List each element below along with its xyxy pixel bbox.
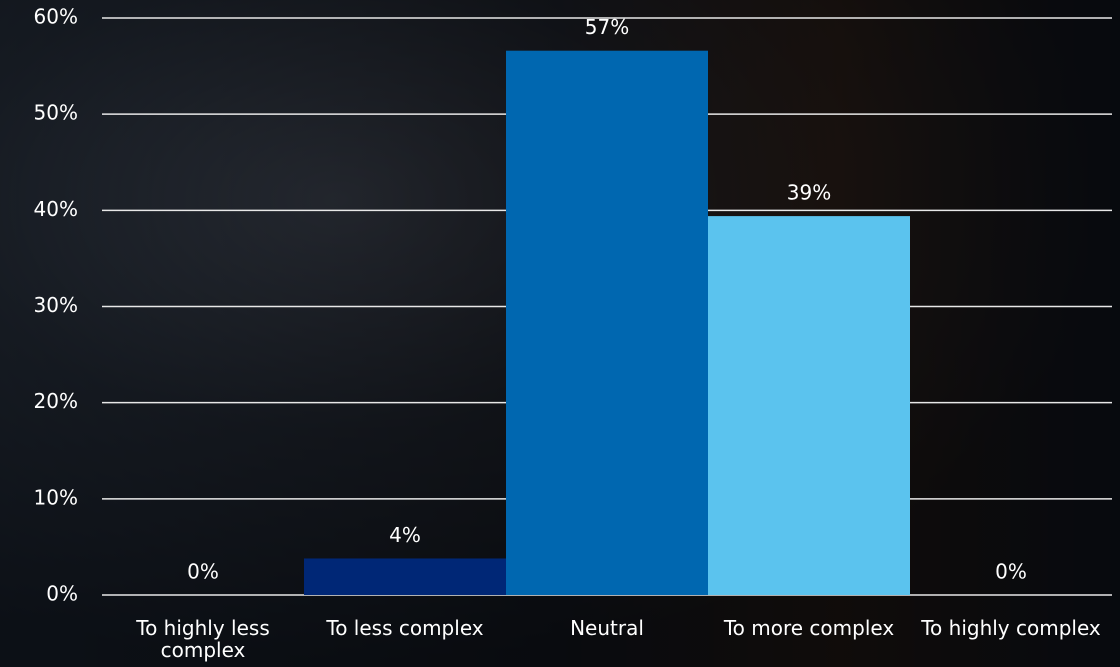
x-tick-label: To more complex bbox=[723, 616, 895, 640]
y-tick-label: 60% bbox=[34, 5, 78, 29]
y-tick-label: 20% bbox=[34, 389, 78, 413]
x-tick-label: To less complex bbox=[326, 616, 484, 640]
bar bbox=[708, 216, 910, 595]
y-tick-label: 30% bbox=[34, 293, 78, 317]
bar bbox=[304, 558, 506, 595]
data-label: 0% bbox=[187, 560, 219, 584]
data-label: 39% bbox=[787, 181, 831, 205]
x-tick-label: Neutral bbox=[570, 616, 644, 640]
y-tick-label: 50% bbox=[34, 101, 78, 125]
y-tick-label: 40% bbox=[34, 197, 78, 221]
data-label: 0% bbox=[995, 560, 1027, 584]
bar bbox=[506, 50, 708, 596]
data-label: 57% bbox=[585, 15, 629, 39]
y-tick-label: 10% bbox=[34, 485, 78, 509]
data-label: 4% bbox=[389, 523, 421, 547]
x-tick-label: To highly less complex bbox=[136, 616, 270, 662]
x-tick-label: To highly complex bbox=[921, 616, 1101, 640]
y-tick-label: 0% bbox=[46, 582, 78, 606]
